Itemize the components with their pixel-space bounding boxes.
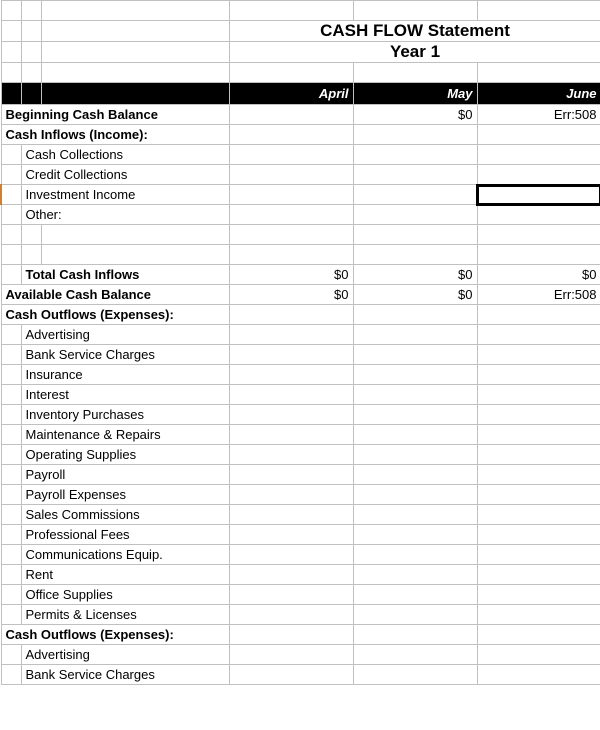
cell[interactable]: $0 <box>353 265 477 285</box>
row-payroll-exp[interactable]: Payroll Expenses <box>1 485 600 505</box>
label: Permits & Licenses <box>21 605 229 625</box>
cell[interactable]: $0 <box>353 285 477 305</box>
label: Payroll <box>21 465 229 485</box>
row-total-inflows: Total Cash Inflows $0 $0 $0 <box>1 265 600 285</box>
row-outflows-header-2: Cash Outflows (Expenses): <box>1 625 600 645</box>
title-sub: Year 1 <box>229 42 600 63</box>
cell[interactable]: $0 <box>229 265 353 285</box>
label: Sales Commissions <box>21 505 229 525</box>
label: Bank Service Charges <box>21 345 229 365</box>
month-header-row: April May June <box>1 83 600 105</box>
month-2: May <box>353 83 477 105</box>
label: Investment Income <box>21 185 229 205</box>
row-office[interactable]: Office Supplies <box>1 585 600 605</box>
row-inventory[interactable]: Inventory Purchases <box>1 405 600 425</box>
label: Cash Outflows (Expenses): <box>1 625 229 645</box>
row-credit-collections[interactable]: Credit Collections <box>1 165 600 185</box>
cell[interactable]: Err:508 <box>477 105 600 125</box>
label: Payroll Expenses <box>21 485 229 505</box>
label: Professional Fees <box>21 525 229 545</box>
label: Office Supplies <box>21 585 229 605</box>
cell[interactable]: $0 <box>229 285 353 305</box>
row-comm-equip[interactable]: Communications Equip. <box>1 545 600 565</box>
row-available: Available Cash Balance $0 $0 Err:508 <box>1 285 600 305</box>
label: Total Cash Inflows <box>21 265 229 285</box>
month-3: June <box>477 83 600 105</box>
label: Bank Service Charges <box>21 665 229 685</box>
row-insurance[interactable]: Insurance <box>1 365 600 385</box>
cell[interactable] <box>229 105 353 125</box>
row-outflows-header: Cash Outflows (Expenses): <box>1 305 600 325</box>
month-1: April <box>229 83 353 105</box>
label-inflows: Cash Inflows (Income): <box>1 125 229 145</box>
cell[interactable]: $0 <box>477 265 600 285</box>
label: Interest <box>21 385 229 405</box>
row-advertising-2[interactable]: Advertising <box>1 645 600 665</box>
spreadsheet: CASH FLOW Statement Year 1 April May Jun… <box>0 0 600 685</box>
row-payroll[interactable]: Payroll <box>1 465 600 485</box>
label: Cash Collections <box>21 145 229 165</box>
label: Rent <box>21 565 229 585</box>
label: Inventory Purchases <box>21 405 229 425</box>
label: Credit Collections <box>21 165 229 185</box>
label-beginning: Beginning Cash Balance <box>1 105 229 125</box>
cell[interactable]: $0 <box>353 105 477 125</box>
title-main: CASH FLOW Statement <box>229 21 600 42</box>
row-permits[interactable]: Permits & Licenses <box>1 605 600 625</box>
label: Insurance <box>21 365 229 385</box>
label: Communications Equip. <box>21 545 229 565</box>
label: Available Cash Balance <box>1 285 229 305</box>
label: Cash Outflows (Expenses): <box>1 305 229 325</box>
row-bank-service[interactable]: Bank Service Charges <box>1 345 600 365</box>
row-interest[interactable]: Interest <box>1 385 600 405</box>
cashflow-table: CASH FLOW Statement Year 1 April May Jun… <box>0 0 600 685</box>
row-beginning[interactable]: Beginning Cash Balance $0 Err:508 <box>1 105 600 125</box>
selected-cell[interactable] <box>477 185 600 205</box>
row-prof-fees[interactable]: Professional Fees <box>1 525 600 545</box>
label: Advertising <box>21 325 229 345</box>
label: Advertising <box>21 645 229 665</box>
label: Operating Supplies <box>21 445 229 465</box>
row-operating[interactable]: Operating Supplies <box>1 445 600 465</box>
row-rent[interactable]: Rent <box>1 565 600 585</box>
row-advertising[interactable]: Advertising <box>1 325 600 345</box>
label: Maintenance & Repairs <box>21 425 229 445</box>
cell[interactable]: Err:508 <box>477 285 600 305</box>
row-maintenance[interactable]: Maintenance & Repairs <box>1 425 600 445</box>
label: Other: <box>21 205 229 225</box>
row-cash-collections[interactable]: Cash Collections <box>1 145 600 165</box>
row-investment-income[interactable]: Investment Income <box>1 185 600 205</box>
row-sales-comm[interactable]: Sales Commissions <box>1 505 600 525</box>
row-inflows-header: Cash Inflows (Income): <box>1 125 600 145</box>
row-other[interactable]: Other: <box>1 205 600 225</box>
row-bank-service-2[interactable]: Bank Service Charges <box>1 665 600 685</box>
